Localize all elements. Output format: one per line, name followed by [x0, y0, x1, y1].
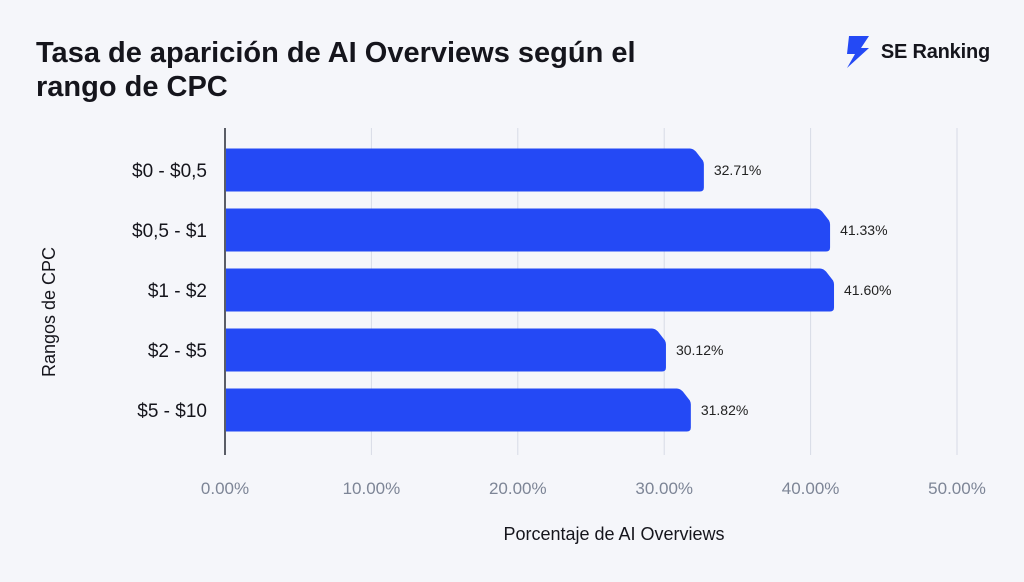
x-axis-title: Porcentaje de AI Overviews: [503, 524, 724, 544]
category-label: $0,5 - $1: [132, 221, 207, 242]
category-label: $1 - $2: [148, 281, 207, 302]
data-label: 32.71%: [714, 162, 761, 178]
chart-title: Tasa de aparición de AI Overviews según …: [36, 37, 636, 103]
bar: [225, 328, 666, 372]
data-label: 31.82%: [701, 402, 748, 418]
category-label: $5 - $10: [137, 401, 207, 422]
bar: [225, 208, 831, 252]
brand-logo: SE Ranking: [843, 36, 990, 68]
brand-name: SE Ranking: [880, 40, 990, 63]
data-label: 41.60%: [844, 282, 891, 298]
x-tick-label: 20.00%: [489, 479, 547, 498]
y-axis-title: Rangos de CPC: [39, 247, 59, 377]
x-tick-label: 40.00%: [782, 479, 840, 498]
data-label: 30.12%: [676, 342, 723, 358]
lightning-bolt-icon: [846, 36, 869, 68]
x-tick-label: 50.00%: [928, 479, 986, 498]
x-tick-label: 30.00%: [635, 479, 693, 498]
data-label: 41.33%: [840, 222, 887, 238]
bar: [225, 388, 691, 432]
bar: [225, 148, 704, 192]
category-label: $0 - $0,5: [132, 161, 207, 182]
category-label: $2 - $5: [148, 341, 207, 362]
x-tick-label: 0.00%: [201, 479, 249, 498]
x-tick-label: 10.00%: [343, 479, 401, 498]
bar: [225, 268, 835, 312]
